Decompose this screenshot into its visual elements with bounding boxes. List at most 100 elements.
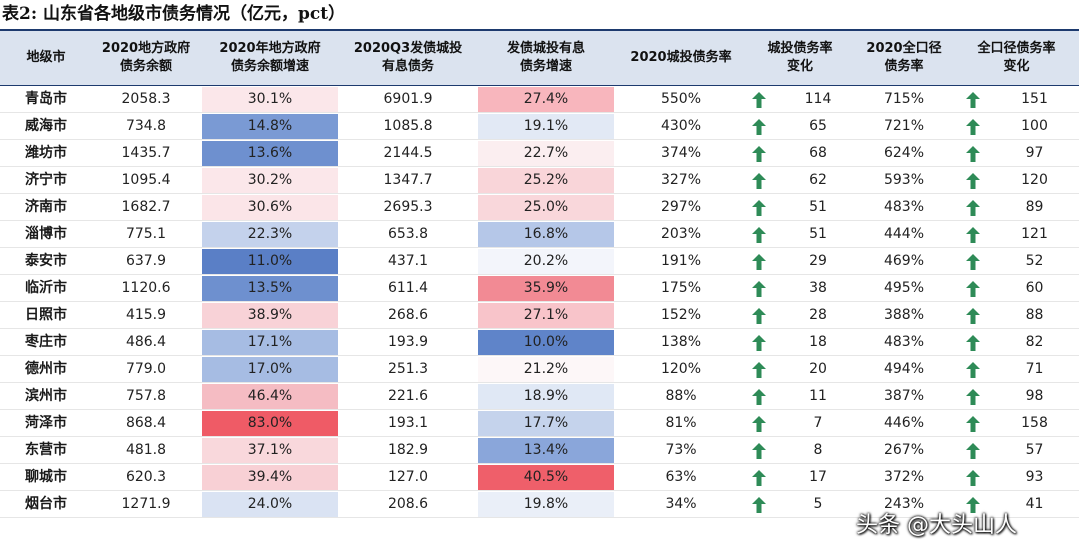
gov-debt-cell: 637.9: [125, 253, 167, 269]
gov-growth-cell: 30.1%: [202, 87, 338, 112]
lgfv-ratio-cell: 120%: [660, 361, 702, 377]
lgfv-growth-cell: 25.2%: [478, 168, 614, 193]
lgfv-change-cell: 17: [809, 469, 827, 485]
gov-growth-cell: 13.6%: [202, 141, 338, 166]
total-change-cell: 60: [1025, 280, 1044, 296]
lgfv-ratio-cell: 203%: [660, 226, 702, 242]
gov-growth-cell: 30.6%: [202, 195, 338, 220]
table-body: 青岛市 2058.3 30.1% 6901.9 27.4% 550% 114 715% 151 威…: [0, 86, 1079, 518]
city-cell: 济南市: [25, 199, 67, 215]
total-change-cell: 93: [1025, 469, 1044, 485]
column-header: 2020城投债务率: [630, 50, 732, 65]
column-header: 2020Q3发债城投 有息债务: [353, 41, 463, 74]
up-arrow-icon: [752, 335, 766, 351]
table-row: 滨州市 757.8 46.4% 221.6 18.9% 88% 11 387% 98: [0, 383, 1079, 410]
lgfv-ratio-cell: 327%: [660, 172, 702, 188]
total-ratio-cell: 494%: [883, 361, 925, 377]
lgfv-change-cell: 114: [804, 91, 832, 107]
up-arrow-icon: [752, 416, 766, 432]
lgfv-debt-cell: 251.3: [387, 361, 429, 377]
lgfv-ratio-cell: 175%: [660, 280, 702, 296]
lgfv-change-cell: 8: [813, 442, 823, 458]
column-header: 地级市: [26, 50, 66, 65]
lgfv-ratio-cell: 73%: [665, 442, 697, 458]
lgfv-ratio-cell: 88%: [665, 388, 697, 404]
lgfv-change-cell: 5: [813, 496, 823, 512]
up-arrow-icon: [752, 146, 766, 162]
up-arrow-icon: [752, 308, 766, 324]
up-arrow-icon: [966, 308, 980, 324]
lgfv-change-cell: 29: [809, 253, 827, 269]
lgfv-debt-cell: 208.6: [387, 496, 429, 512]
lgfv-change-cell: 62: [809, 172, 827, 188]
gov-growth-cell: 17.1%: [202, 330, 338, 355]
table-row: 烟台市 1271.9 24.0% 208.6 19.8% 34% 5 243% 41: [0, 491, 1079, 518]
total-ratio-cell: 387%: [883, 388, 925, 404]
lgfv-change-cell: 7: [813, 415, 823, 431]
up-arrow-icon: [966, 281, 980, 297]
gov-debt-cell: 486.4: [125, 334, 167, 350]
gov-debt-cell: 1682.7: [121, 199, 171, 215]
city-cell: 菏泽市: [25, 415, 67, 431]
city-cell: 济宁市: [25, 172, 67, 188]
table-row: 临沂市 1120.6 13.5% 611.4 35.9% 175% 38 495% 60: [0, 275, 1079, 302]
gov-growth-cell: 17.0%: [202, 357, 338, 382]
up-arrow-icon: [752, 497, 766, 513]
city-cell: 德州市: [25, 361, 67, 377]
city-cell: 烟台市: [25, 496, 67, 512]
total-change-cell: 98: [1025, 388, 1044, 404]
lgfv-growth-cell: 13.4%: [478, 438, 614, 463]
gov-growth-cell: 30.2%: [202, 168, 338, 193]
lgfv-growth-cell: 40.5%: [478, 465, 614, 490]
table-row: 淄博市 775.1 22.3% 653.8 16.8% 203% 51 444% 121: [0, 221, 1079, 248]
up-arrow-icon: [966, 146, 980, 162]
total-change-cell: 100: [1021, 118, 1048, 134]
table-row: 德州市 779.0 17.0% 251.3 21.2% 120% 20 494% 71: [0, 356, 1079, 383]
up-arrow-icon: [966, 389, 980, 405]
gov-growth-cell: 46.4%: [202, 384, 338, 409]
total-change-cell: 89: [1025, 199, 1044, 215]
total-ratio-cell: 721%: [883, 118, 925, 134]
lgfv-growth-cell: 19.8%: [478, 492, 614, 517]
table-row: 东营市 481.8 37.1% 182.9 13.4% 73% 8 267% 57: [0, 437, 1079, 464]
total-change-cell: 52: [1025, 253, 1044, 269]
total-change-cell: 121: [1021, 226, 1048, 242]
up-arrow-icon: [966, 443, 980, 459]
total-ratio-cell: 593%: [883, 172, 925, 188]
gov-growth-cell: 13.5%: [202, 276, 338, 301]
lgfv-debt-cell: 193.9: [387, 334, 429, 350]
lgfv-change-cell: 38: [809, 280, 827, 296]
total-change-cell: 41: [1025, 496, 1044, 512]
lgfv-change-cell: 51: [809, 226, 827, 242]
lgfv-ratio-cell: 138%: [660, 334, 702, 350]
lgfv-debt-cell: 127.0: [387, 469, 429, 485]
lgfv-ratio-cell: 430%: [660, 118, 702, 134]
lgfv-debt-cell: 611.4: [387, 280, 429, 296]
city-cell: 东营市: [25, 442, 67, 458]
up-arrow-icon: [752, 92, 766, 108]
table-caption: 表2: 山东省各地级市债务情况（亿元，pct）: [2, 4, 346, 24]
total-change-cell: 82: [1025, 334, 1044, 350]
lgfv-ratio-cell: 63%: [665, 469, 697, 485]
total-change-cell: 97: [1025, 145, 1044, 161]
gov-growth-cell: 14.8%: [202, 114, 338, 139]
lgfv-ratio-cell: 297%: [660, 199, 702, 215]
gov-growth-cell: 39.4%: [202, 465, 338, 490]
gov-growth-cell: 83.0%: [202, 411, 338, 436]
gov-debt-cell: 779.0: [125, 361, 167, 377]
total-ratio-cell: 444%: [883, 226, 925, 242]
lgfv-growth-cell: 10.0%: [478, 330, 614, 355]
lgfv-ratio-cell: 374%: [660, 145, 702, 161]
gov-debt-cell: 1271.9: [121, 496, 171, 512]
lgfv-growth-cell: 35.9%: [478, 276, 614, 301]
total-ratio-cell: 372%: [883, 469, 925, 485]
lgfv-growth-cell: 16.8%: [478, 222, 614, 247]
gov-growth-cell: 38.9%: [202, 303, 338, 328]
city-cell: 聊城市: [25, 469, 67, 485]
header-rule: [0, 85, 1079, 86]
city-cell: 青岛市: [25, 91, 67, 107]
total-ratio-cell: 624%: [883, 145, 925, 161]
lgfv-debt-cell: 6901.9: [383, 91, 433, 107]
lgfv-growth-cell: 22.7%: [478, 141, 614, 166]
up-arrow-icon: [752, 362, 766, 378]
